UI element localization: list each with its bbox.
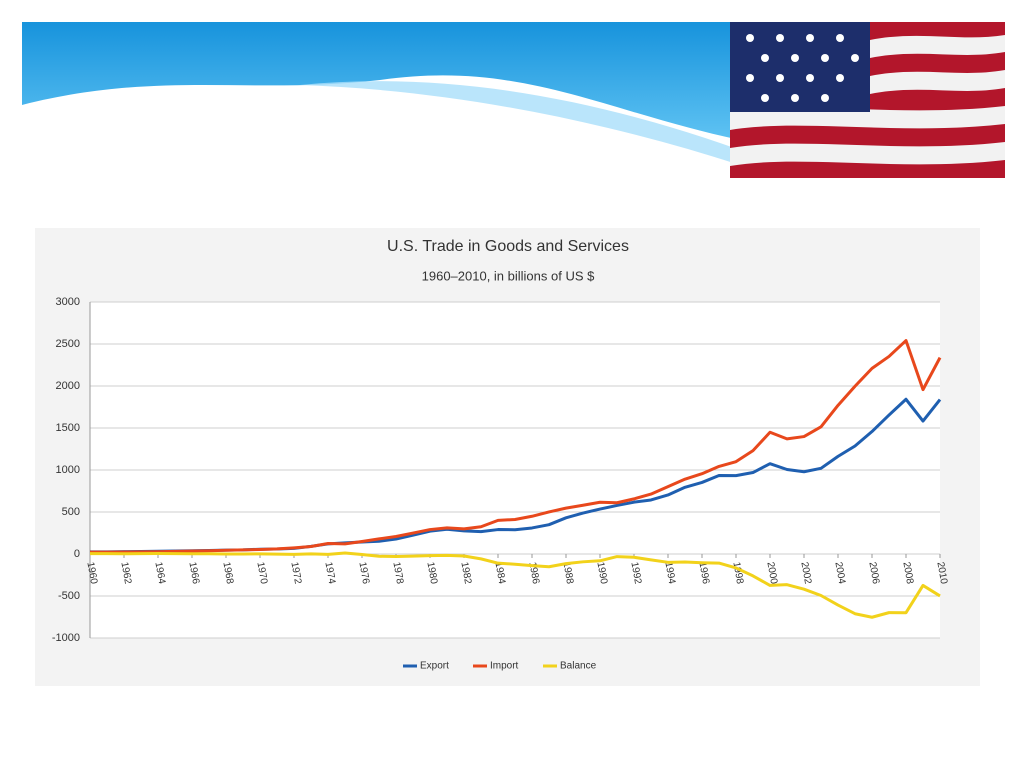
y-tick-label: 2000 <box>56 380 80 392</box>
legend-label: Import <box>490 661 519 672</box>
x-tick-label: 1982 <box>458 561 473 585</box>
chart-title: U.S. Trade in Goods and Services <box>387 238 629 255</box>
x-tick-label: 1974 <box>322 561 337 585</box>
legend-label: Export <box>420 661 449 672</box>
x-tick-label: 2004 <box>832 561 847 585</box>
x-tick-label: 1988 <box>560 561 575 585</box>
x-tick-label: 1970 <box>254 561 269 585</box>
x-tick-label: 1976 <box>356 561 371 585</box>
y-tick-label: 3000 <box>56 296 80 308</box>
flag <box>730 22 1005 178</box>
x-tick-label: 1960 <box>84 561 99 585</box>
x-tick-label: 2010 <box>934 561 949 585</box>
x-tick-label: 1990 <box>594 561 609 585</box>
x-tick-label: 1968 <box>220 561 235 585</box>
y-tick-label: -500 <box>58 590 80 602</box>
series-line <box>90 339 942 554</box>
y-tick-label: 0 <box>74 548 80 560</box>
x-tick-label: 1978 <box>390 561 405 585</box>
x-tick-label: 1994 <box>662 561 677 585</box>
x-tick-label: 1992 <box>628 561 643 585</box>
x-tick-label: 2002 <box>798 561 813 585</box>
y-tick-label: -1000 <box>52 632 80 644</box>
y-tick-label: 1000 <box>56 464 80 476</box>
x-tick-label: 1996 <box>696 561 711 585</box>
x-tick-label: 1962 <box>118 561 133 585</box>
x-tick-label: 2008 <box>900 561 915 585</box>
y-tick-label: 2500 <box>56 338 80 350</box>
header-wave-light <box>300 81 740 165</box>
x-tick-label: 1964 <box>152 561 167 585</box>
x-tick-label: 1972 <box>288 561 303 585</box>
y-tick-label: 1500 <box>56 422 80 434</box>
x-tick-label: 1980 <box>424 561 439 585</box>
y-tick-label: 500 <box>62 506 80 518</box>
x-tick-label: 1984 <box>492 561 507 585</box>
legend-label: Balance <box>560 661 597 672</box>
x-tick-label: 2006 <box>866 561 881 585</box>
header-wave <box>22 22 740 140</box>
x-tick-label: 2000 <box>764 561 779 585</box>
x-tick-label: 1966 <box>186 561 201 585</box>
series-line <box>90 551 941 619</box>
chart-subtitle: 1960–2010, in billions of US $ <box>422 268 596 283</box>
